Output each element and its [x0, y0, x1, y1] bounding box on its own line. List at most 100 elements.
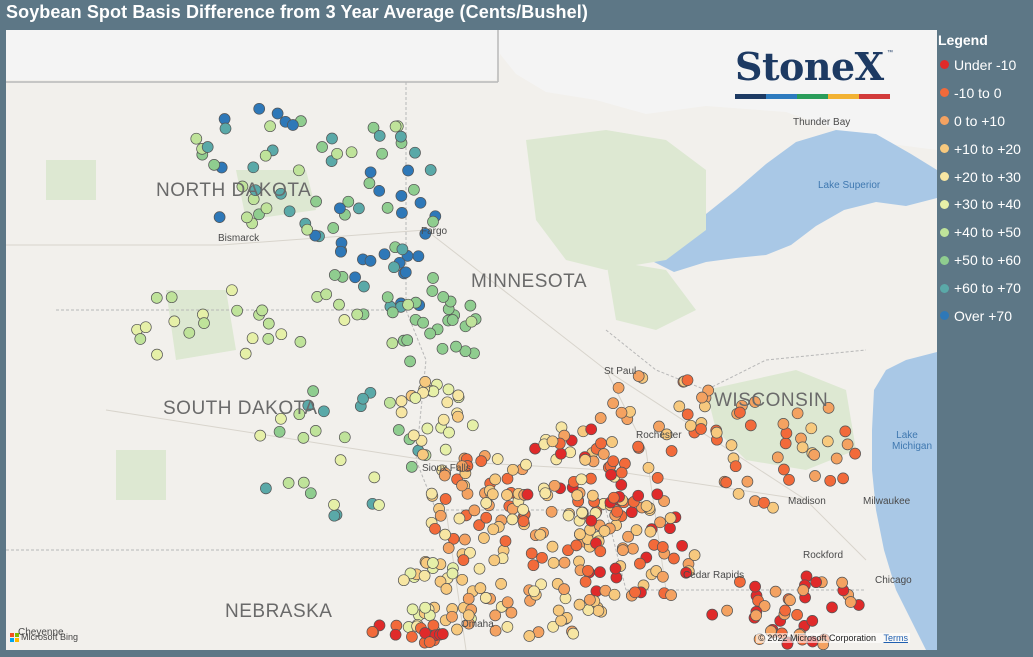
data-point[interactable] — [334, 245, 347, 258]
data-point[interactable] — [409, 146, 421, 159]
data-point[interactable] — [246, 332, 259, 345]
data-point[interactable] — [536, 551, 548, 564]
data-point[interactable] — [594, 545, 607, 558]
data-point[interactable] — [406, 630, 418, 643]
data-point[interactable] — [262, 317, 275, 330]
data-point[interactable] — [622, 530, 634, 543]
data-point[interactable] — [710, 426, 723, 439]
data-point[interactable] — [304, 487, 317, 500]
data-point[interactable] — [283, 205, 296, 218]
data-point[interactable] — [302, 399, 315, 412]
data-point[interactable] — [653, 420, 665, 433]
data-point[interactable] — [326, 132, 338, 145]
data-point[interactable] — [287, 119, 299, 131]
data-point[interactable] — [576, 506, 588, 519]
data-point[interactable] — [437, 413, 450, 426]
data-point[interactable] — [681, 408, 694, 421]
data-point[interactable] — [468, 504, 481, 517]
data-point[interactable] — [615, 479, 628, 491]
data-point[interactable] — [139, 321, 152, 334]
data-point[interactable] — [528, 585, 540, 598]
data-point[interactable] — [571, 489, 584, 502]
data-point[interactable] — [555, 447, 567, 460]
data-point[interactable] — [579, 575, 592, 588]
data-point[interactable] — [386, 306, 399, 319]
data-point[interactable] — [427, 557, 439, 569]
data-point[interactable] — [480, 497, 493, 509]
data-point[interactable] — [607, 397, 619, 410]
data-point[interactable] — [684, 419, 697, 432]
terms-link[interactable]: Terms — [883, 633, 909, 643]
data-point[interactable] — [822, 402, 835, 414]
data-point[interactable] — [555, 614, 567, 627]
data-point[interactable] — [657, 570, 669, 583]
data-point[interactable] — [190, 132, 203, 145]
data-point[interactable] — [254, 429, 267, 442]
data-point[interactable] — [791, 609, 803, 621]
legend-item[interactable]: +60 to +70 — [937, 274, 1033, 302]
data-point[interactable] — [384, 396, 396, 409]
data-point[interactable] — [732, 487, 745, 500]
data-point[interactable] — [294, 336, 307, 348]
data-point[interactable] — [784, 594, 796, 607]
data-point[interactable] — [520, 458, 532, 471]
data-point[interactable] — [320, 288, 333, 301]
data-point[interactable] — [373, 499, 385, 511]
data-point[interactable] — [744, 419, 757, 432]
data-point[interactable] — [660, 428, 673, 441]
data-point[interactable] — [517, 503, 529, 516]
data-point[interactable] — [808, 449, 821, 461]
data-point[interactable] — [574, 528, 586, 540]
data-point[interactable] — [489, 624, 502, 637]
data-point[interactable] — [791, 407, 804, 420]
data-point[interactable] — [427, 272, 439, 284]
data-point[interactable] — [805, 422, 818, 435]
data-point[interactable] — [464, 299, 477, 312]
data-point[interactable] — [442, 542, 455, 554]
data-point[interactable] — [425, 487, 438, 500]
data-point[interactable] — [615, 406, 628, 419]
data-point[interactable] — [405, 461, 418, 473]
data-point[interactable] — [309, 229, 322, 242]
data-point[interactable] — [297, 432, 310, 444]
data-point[interactable] — [642, 461, 655, 474]
data-point[interactable] — [461, 487, 474, 500]
data-point[interactable] — [241, 211, 253, 224]
data-point[interactable] — [309, 425, 322, 437]
data-point[interactable] — [741, 475, 754, 488]
data-point[interactable] — [595, 437, 607, 450]
data-point[interactable] — [654, 516, 666, 529]
data-point[interactable] — [424, 164, 437, 176]
data-point[interactable] — [440, 583, 453, 595]
data-point[interactable] — [466, 419, 479, 432]
data-point[interactable] — [345, 146, 358, 159]
data-point[interactable] — [517, 515, 530, 528]
legend-item[interactable]: -10 to 0 — [937, 79, 1033, 107]
data-point[interactable] — [262, 333, 275, 345]
data-point[interactable] — [381, 291, 394, 304]
data-point[interactable] — [547, 620, 559, 633]
data-point[interactable] — [367, 121, 380, 134]
data-point[interactable] — [486, 488, 499, 501]
data-point[interactable] — [373, 185, 386, 197]
data-point[interactable] — [664, 522, 676, 535]
data-point[interactable] — [487, 523, 500, 536]
data-point[interactable] — [608, 588, 621, 601]
data-point[interactable] — [826, 601, 838, 614]
data-point[interactable] — [644, 525, 657, 538]
data-point[interactable] — [688, 549, 701, 561]
data-point[interactable] — [453, 512, 466, 525]
data-point[interactable] — [297, 476, 310, 489]
data-point[interactable] — [264, 120, 276, 133]
data-point[interactable] — [507, 463, 519, 476]
data-point[interactable] — [721, 604, 733, 617]
legend-item[interactable]: +40 to +50 — [937, 218, 1033, 246]
data-point[interactable] — [342, 195, 355, 208]
data-point[interactable] — [501, 472, 514, 485]
data-point[interactable] — [676, 539, 688, 552]
data-point[interactable] — [673, 400, 686, 413]
data-point[interactable] — [381, 202, 394, 214]
data-point[interactable] — [395, 395, 408, 407]
data-point[interactable] — [725, 439, 738, 451]
data-point[interactable] — [680, 566, 692, 579]
